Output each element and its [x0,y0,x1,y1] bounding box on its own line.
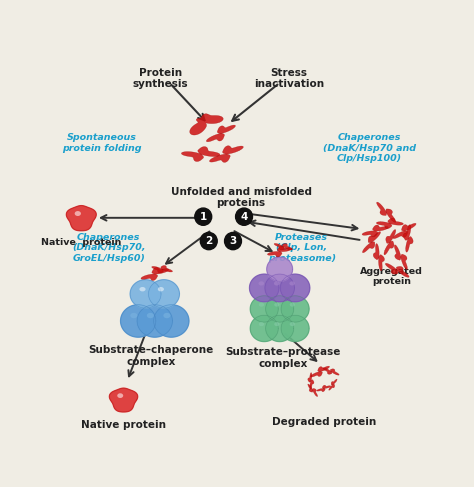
Text: Proteases
(Clp, Lon,
proteasome): Proteases (Clp, Lon, proteasome) [268,233,336,262]
Polygon shape [250,296,278,322]
Polygon shape [249,274,279,302]
Text: Substrate–protease
complex: Substrate–protease complex [226,347,341,369]
Text: 2: 2 [205,236,212,246]
Text: Degraded protein: Degraded protein [272,416,376,427]
Ellipse shape [290,302,295,307]
Text: Substrate–chaperone
complex: Substrate–chaperone complex [89,345,214,367]
Ellipse shape [130,313,137,318]
Polygon shape [182,147,220,162]
Polygon shape [274,244,292,250]
Polygon shape [385,263,409,277]
Ellipse shape [274,322,280,326]
Polygon shape [281,296,309,322]
Ellipse shape [164,313,171,318]
Polygon shape [308,373,314,389]
Polygon shape [109,388,137,412]
Ellipse shape [259,302,264,307]
Polygon shape [141,268,169,281]
Circle shape [225,232,241,250]
Circle shape [195,208,212,225]
Polygon shape [266,315,293,341]
Text: 3: 3 [229,236,237,246]
Polygon shape [154,305,189,337]
Ellipse shape [259,322,264,326]
Polygon shape [362,225,388,237]
Ellipse shape [290,322,295,326]
Text: Spontaneous
protein folding: Spontaneous protein folding [62,133,141,153]
Ellipse shape [139,287,146,291]
Polygon shape [210,146,243,162]
Polygon shape [317,385,331,392]
Polygon shape [384,229,396,255]
Polygon shape [329,379,337,390]
Text: Aggregated
protein: Aggregated protein [360,266,423,286]
Polygon shape [310,366,329,377]
Ellipse shape [274,281,280,285]
Polygon shape [403,225,413,252]
Text: Native protein: Native protein [81,420,166,430]
Text: Stress
inactivation: Stress inactivation [254,68,324,90]
Polygon shape [266,296,293,322]
Polygon shape [308,384,318,396]
Polygon shape [190,113,223,135]
Ellipse shape [158,287,164,291]
Ellipse shape [117,393,123,398]
Polygon shape [393,223,416,239]
Text: 1: 1 [200,212,207,222]
Text: 4: 4 [240,212,248,222]
Ellipse shape [147,313,154,318]
Polygon shape [373,244,384,271]
Text: Chaperones
(DnaK/Hsp70,
GroEL/Hsp60): Chaperones (DnaK/Hsp70, GroEL/Hsp60) [72,233,146,262]
Polygon shape [206,125,236,142]
Polygon shape [377,202,396,222]
Polygon shape [281,315,309,341]
Ellipse shape [289,281,295,285]
Polygon shape [250,315,278,341]
Polygon shape [265,274,294,302]
Text: Protein
synthesis: Protein synthesis [132,68,188,90]
Circle shape [201,232,217,250]
Ellipse shape [274,302,280,307]
Circle shape [236,208,253,225]
Text: Native  protein: Native protein [41,239,121,247]
Text: Unfolded and misfolded
proteins: Unfolded and misfolded proteins [171,187,311,208]
Polygon shape [267,246,292,257]
Polygon shape [148,280,179,308]
Polygon shape [130,280,161,308]
Polygon shape [66,206,96,231]
Ellipse shape [75,211,81,216]
Polygon shape [376,218,403,229]
Polygon shape [120,305,156,337]
Ellipse shape [258,281,264,285]
Polygon shape [394,245,408,269]
Polygon shape [363,232,381,253]
Polygon shape [152,265,173,273]
Polygon shape [267,257,292,281]
Text: Chaperones
(DnaK/Hsp70 and
Clp/Hsp100): Chaperones (DnaK/Hsp70 and Clp/Hsp100) [323,133,416,163]
Polygon shape [137,305,173,337]
Polygon shape [281,274,310,302]
Polygon shape [323,368,339,375]
